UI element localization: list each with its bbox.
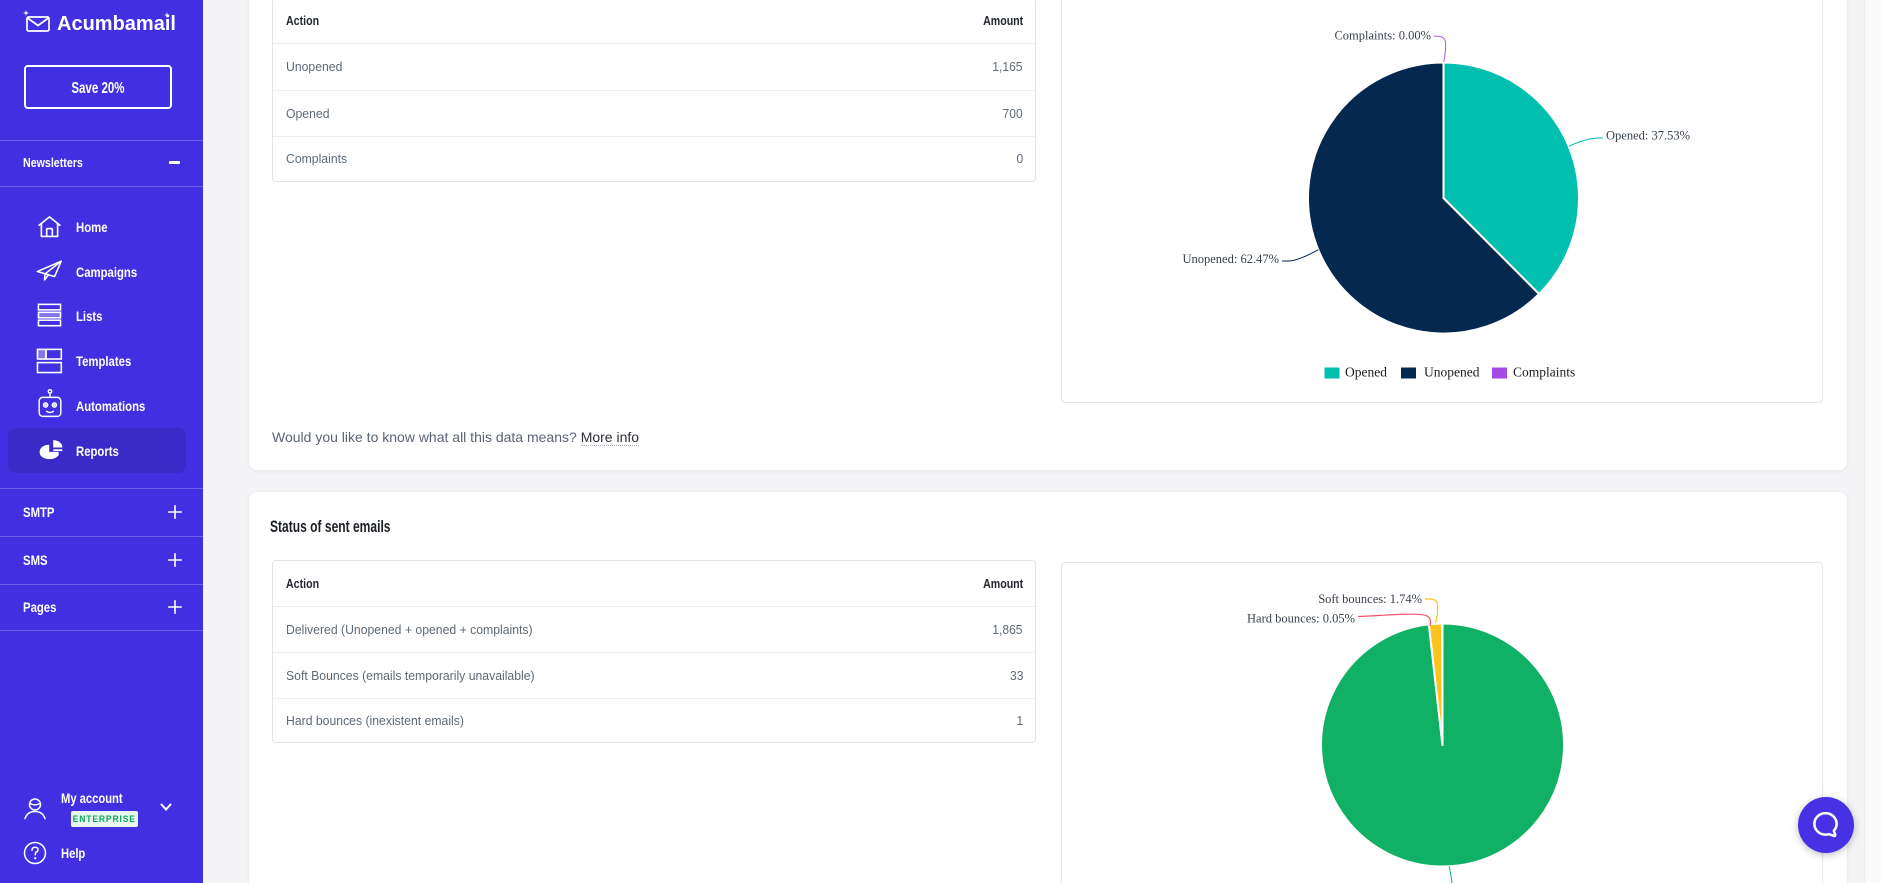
svg-text:Opened: 37.53%: Opened: 37.53%: [1606, 129, 1690, 143]
svg-text:Soft bounces: 1.74%: Soft bounces: 1.74%: [1318, 592, 1422, 606]
svg-text:Complaints: Complaints: [1513, 365, 1575, 380]
svg-text:Unopened: 62.47%: Unopened: 62.47%: [1182, 252, 1279, 266]
svg-text:Complaints: 0.00%: Complaints: 0.00%: [1334, 29, 1431, 43]
svg-text:Unopened: Unopened: [1424, 365, 1480, 380]
svg-text:Opened: Opened: [1345, 365, 1387, 380]
svg-text:Hard bounces: 0.05%: Hard bounces: 0.05%: [1247, 612, 1355, 626]
